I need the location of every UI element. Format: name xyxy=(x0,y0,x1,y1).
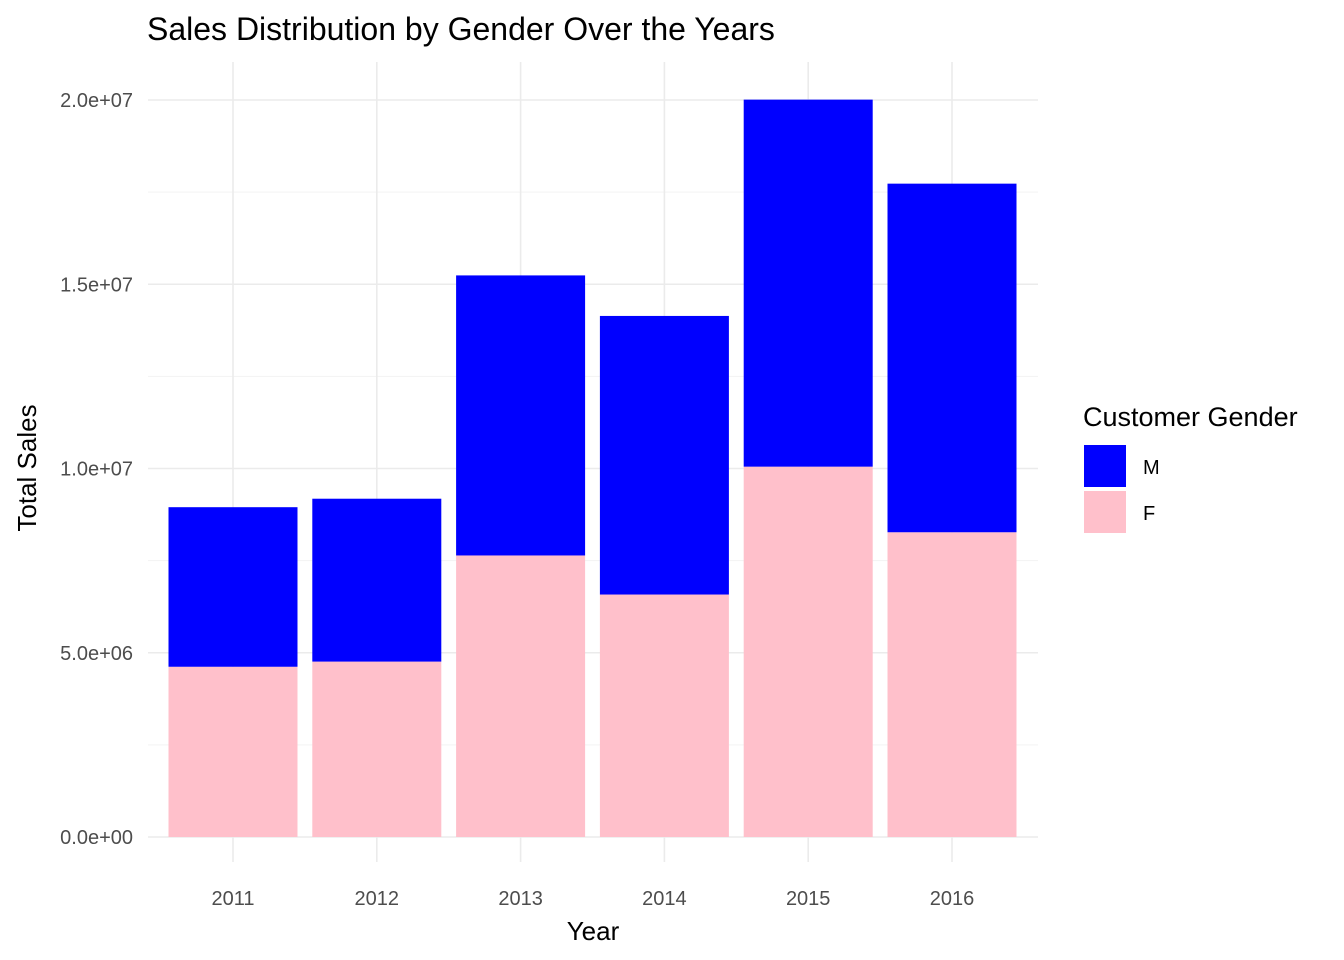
legend-items: MF xyxy=(1084,445,1160,533)
legend-swatch-M xyxy=(1084,445,1126,487)
legend-title: Customer Gender xyxy=(1083,402,1298,432)
y-tick-label: 0.0e+00 xyxy=(60,827,133,849)
x-axis-title: Year xyxy=(567,916,620,946)
x-tick-label: 2016 xyxy=(930,888,975,910)
y-tick-label: 1.0e+07 xyxy=(60,459,133,481)
bar-F-2016 xyxy=(887,532,1017,837)
x-tick-label: 2013 xyxy=(498,888,543,910)
x-tick-label: 2015 xyxy=(786,888,831,910)
y-axis-ticks: 0.0e+00 5.0e+06 1.0e+07 1.5e+07 2.0e+07 xyxy=(60,90,133,849)
bar-M-2015 xyxy=(743,99,873,467)
y-tick-label: 2.0e+07 xyxy=(60,90,133,112)
legend-swatch-F xyxy=(1084,491,1126,533)
y-axis-title: Total Sales xyxy=(12,404,42,531)
bar-F-2015 xyxy=(743,466,873,837)
chart-title: Sales Distribution by Gender Over the Ye… xyxy=(147,11,775,47)
bar-F-2014 xyxy=(599,594,729,837)
x-axis-ticks: 2011 2012 2013 2014 2015 2016 xyxy=(211,888,974,910)
bar-F-2011 xyxy=(168,666,298,837)
bar-M-2016 xyxy=(887,183,1017,533)
bar-M-2012 xyxy=(312,498,442,662)
x-tick-label: 2011 xyxy=(211,888,254,910)
x-tick-label: 2014 xyxy=(642,888,687,910)
bar-F-2012 xyxy=(312,661,442,837)
bars xyxy=(168,99,1017,837)
bar-F-2013 xyxy=(456,555,586,837)
bar-M-2014 xyxy=(599,315,729,595)
legend: Customer Gender MF xyxy=(1083,402,1298,533)
legend-label-M: M xyxy=(1143,457,1160,479)
bar-M-2011 xyxy=(168,507,298,667)
x-tick-label: 2012 xyxy=(355,888,400,910)
legend-label-F: F xyxy=(1143,503,1155,525)
bar-M-2013 xyxy=(456,275,586,556)
y-tick-label: 5.0e+06 xyxy=(60,643,133,665)
y-tick-label: 1.5e+07 xyxy=(60,274,133,296)
